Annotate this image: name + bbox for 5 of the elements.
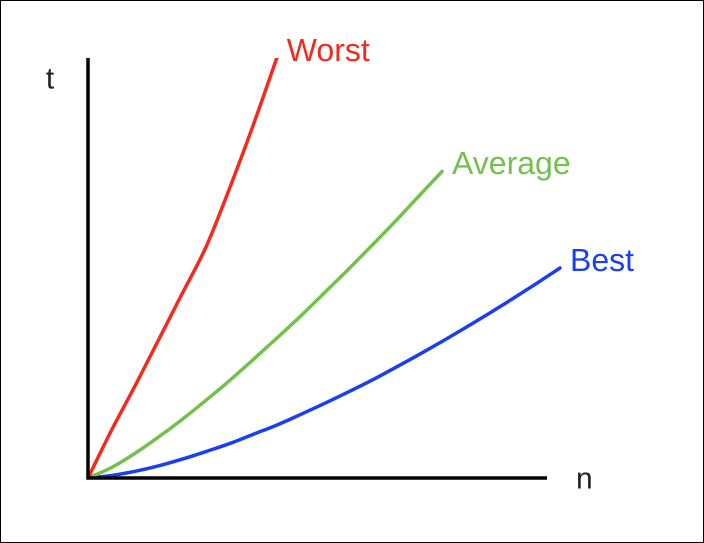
- x-axis-title: n: [576, 462, 593, 496]
- series-label: Best: [570, 242, 634, 278]
- series-label: Average: [452, 145, 571, 182]
- y-axis-title: t: [46, 62, 55, 96]
- series-label: Worst: [286, 32, 370, 68]
